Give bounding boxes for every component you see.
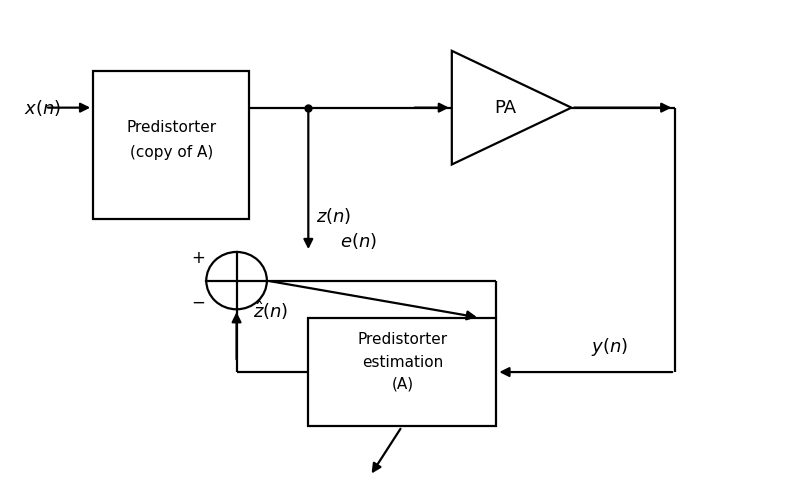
Text: $z(n)$: $z(n)$ xyxy=(316,206,352,226)
Text: Predistorter: Predistorter xyxy=(358,332,447,347)
Text: $x(n)$: $x(n)$ xyxy=(24,97,61,118)
Text: +: + xyxy=(191,249,206,267)
Bar xyxy=(308,318,496,426)
Text: −: − xyxy=(191,294,206,312)
Text: PA: PA xyxy=(494,98,516,117)
Text: (copy of A): (copy of A) xyxy=(130,145,213,160)
Bar xyxy=(93,71,249,219)
Text: $e(n)$: $e(n)$ xyxy=(340,231,377,251)
Text: estimation: estimation xyxy=(362,355,443,370)
Polygon shape xyxy=(452,51,571,165)
Ellipse shape xyxy=(206,252,267,309)
Text: $\hat{z}(n)$: $\hat{z}(n)$ xyxy=(253,299,288,322)
Text: $y(n)$: $y(n)$ xyxy=(591,336,628,358)
Text: (A): (A) xyxy=(391,377,414,392)
Text: Predistorter: Predistorter xyxy=(126,120,216,135)
